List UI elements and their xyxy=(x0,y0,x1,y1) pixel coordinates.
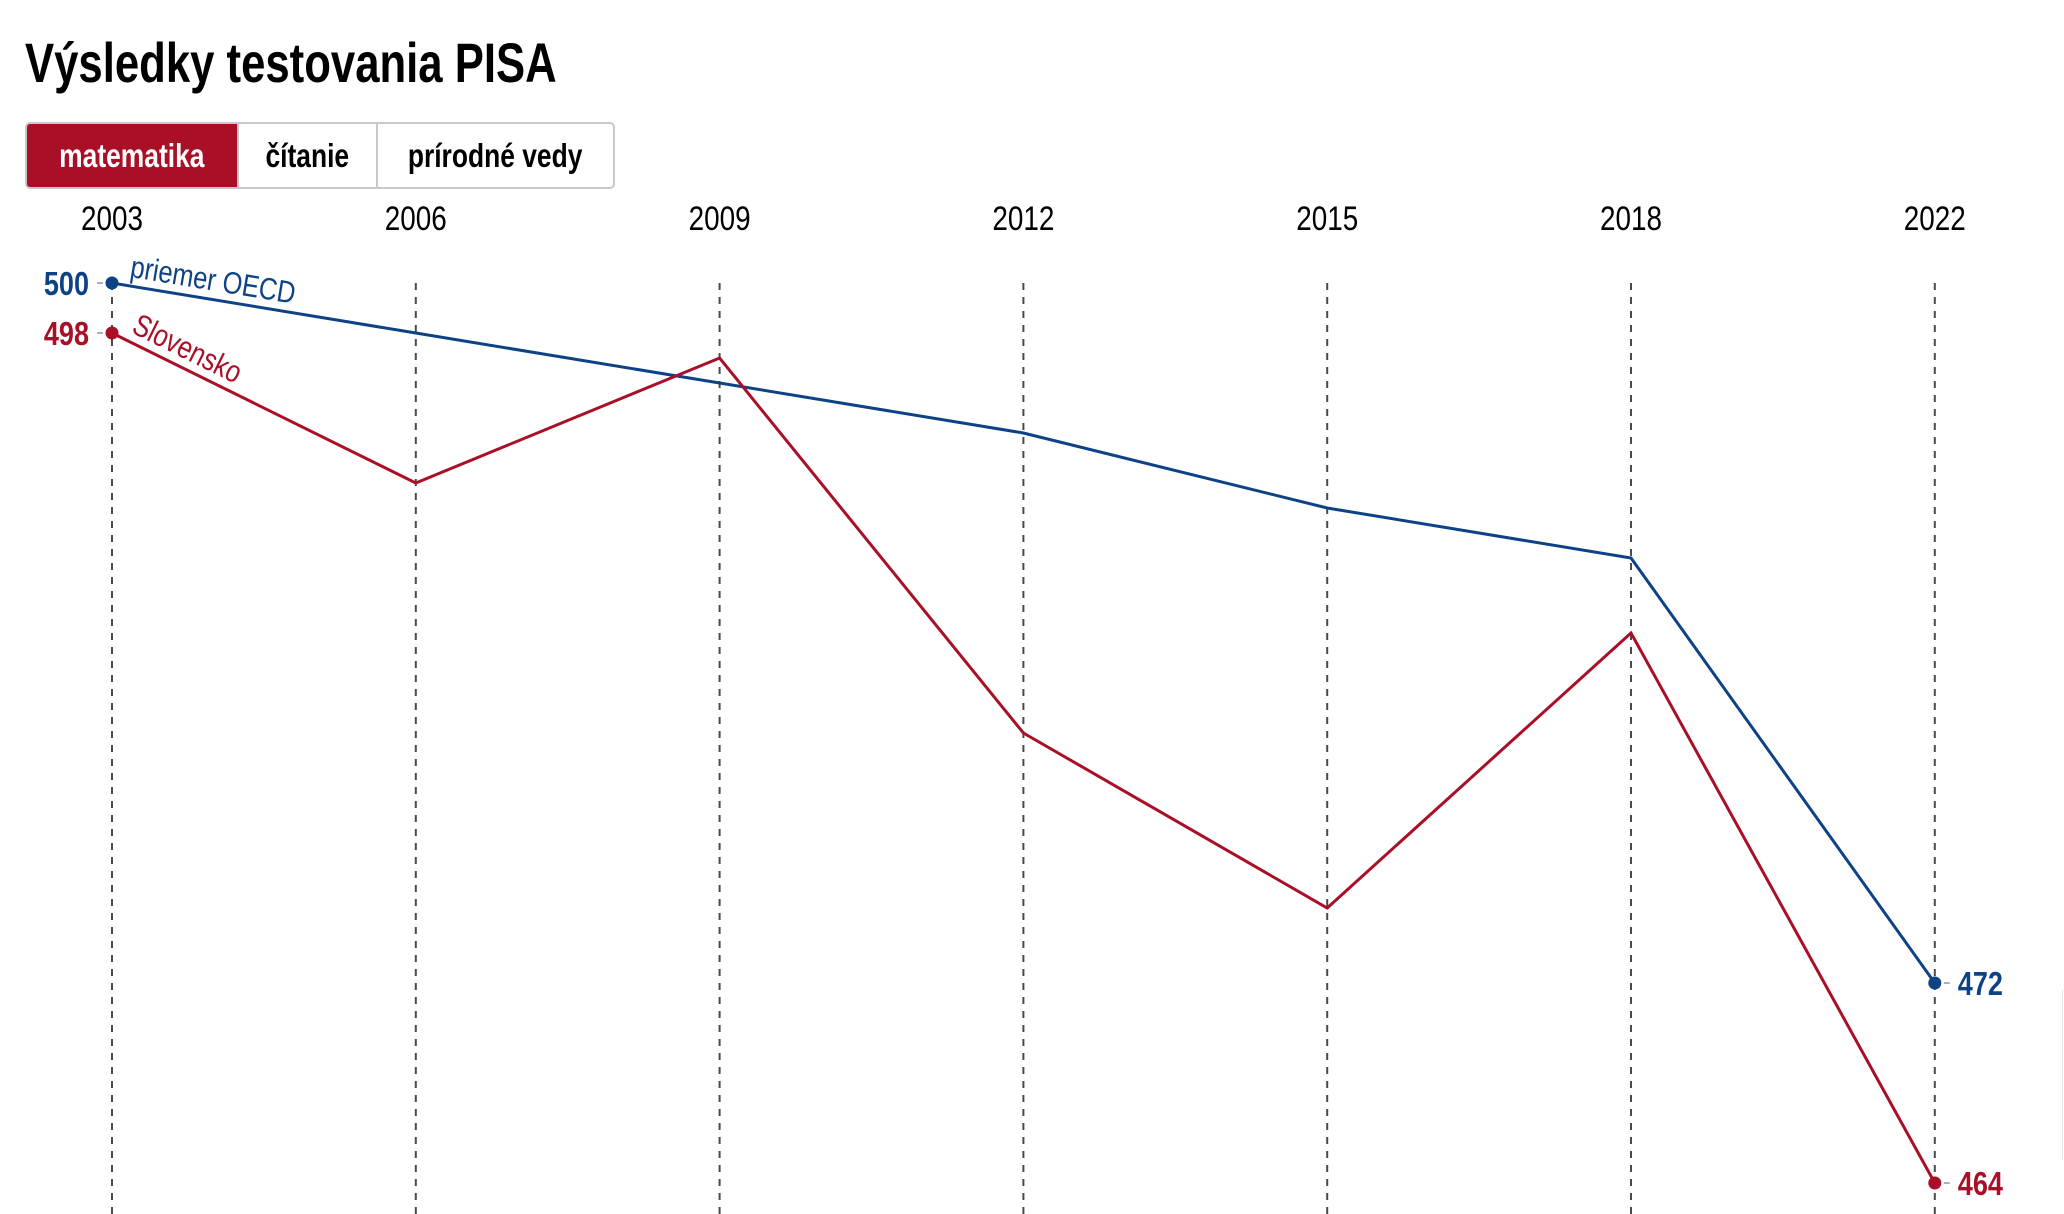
end-value-label: 464 xyxy=(1958,1167,2003,1203)
year-label: 2009 xyxy=(689,199,751,237)
year-label: 2015 xyxy=(1296,199,1358,237)
end-point-marker xyxy=(1928,1176,1942,1190)
scrollbar-edge xyxy=(2062,990,2063,1160)
end-point-marker xyxy=(1928,976,1942,990)
year-label: 2003 xyxy=(81,199,143,237)
year-label: 2022 xyxy=(1904,199,1966,237)
year-label: 2018 xyxy=(1600,199,1662,237)
start-value-label: 500 xyxy=(44,267,89,303)
year-axis: 2003 2006 2009 2012 2015 2018 2022 xyxy=(81,199,1966,237)
series-line-oecd xyxy=(111,281,1937,984)
tab-label: čítanie xyxy=(265,136,350,174)
series-name-label: priemer OECD xyxy=(128,250,298,312)
subject-tabs: matematika čítanie prírodné vedy xyxy=(25,122,615,189)
end-value-label: 472 xyxy=(1958,967,2003,1003)
tab-citanie[interactable]: čítanie xyxy=(237,124,376,187)
series-lines xyxy=(97,276,1950,1190)
page-title: Výsledky testovania PISA xyxy=(25,31,557,94)
start-point-marker xyxy=(105,326,119,340)
tab-matematika[interactable]: matematika xyxy=(27,124,237,187)
start-value-label: 498 xyxy=(44,317,89,353)
year-label: 2012 xyxy=(992,199,1054,237)
year-label: 2006 xyxy=(385,199,447,237)
tab-prirodne-vedy[interactable]: prírodné vedy xyxy=(376,124,613,187)
tab-label: matematika xyxy=(59,136,205,174)
gridlines xyxy=(111,283,1936,1214)
series-line-slovensko xyxy=(111,331,1937,1184)
start-point-marker xyxy=(105,276,119,290)
tab-label: prírodné vedy xyxy=(408,136,583,174)
